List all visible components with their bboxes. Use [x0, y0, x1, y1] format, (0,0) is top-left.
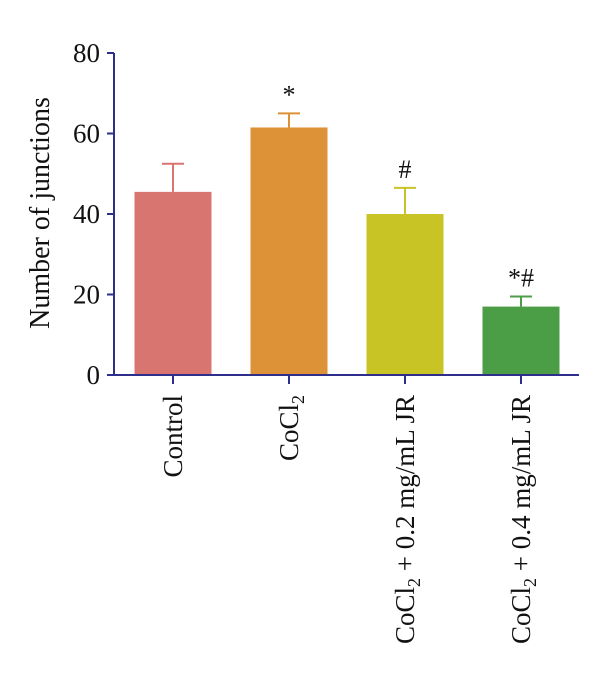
y-tick-label-2: 40 — [73, 199, 100, 229]
y-tick-label-4: 80 — [73, 38, 100, 68]
y-tick-label-1: 20 — [73, 280, 100, 310]
bar-0 — [134, 191, 212, 375]
significance-label-1: * — [283, 80, 296, 109]
x-tick-label-1: CoCl2 — [274, 395, 308, 461]
x-tick-label-0: Control — [158, 395, 188, 478]
bar-3 — [482, 306, 560, 375]
bar-2 — [366, 214, 444, 375]
y-tick-label-0: 0 — [87, 360, 101, 390]
bar-1 — [250, 127, 328, 376]
significance-label-2: # — [399, 155, 412, 184]
y-tick-label-3: 60 — [73, 119, 100, 149]
y-axis-title: Number of junctions — [25, 97, 56, 329]
x-tick-label-2: CoCl2 + 0.2 mg/mL JR — [390, 395, 424, 644]
x-tick-label-3: CoCl2 + 0.4 mg/mL JR — [506, 395, 540, 644]
significance-label-3: *# — [508, 264, 534, 293]
